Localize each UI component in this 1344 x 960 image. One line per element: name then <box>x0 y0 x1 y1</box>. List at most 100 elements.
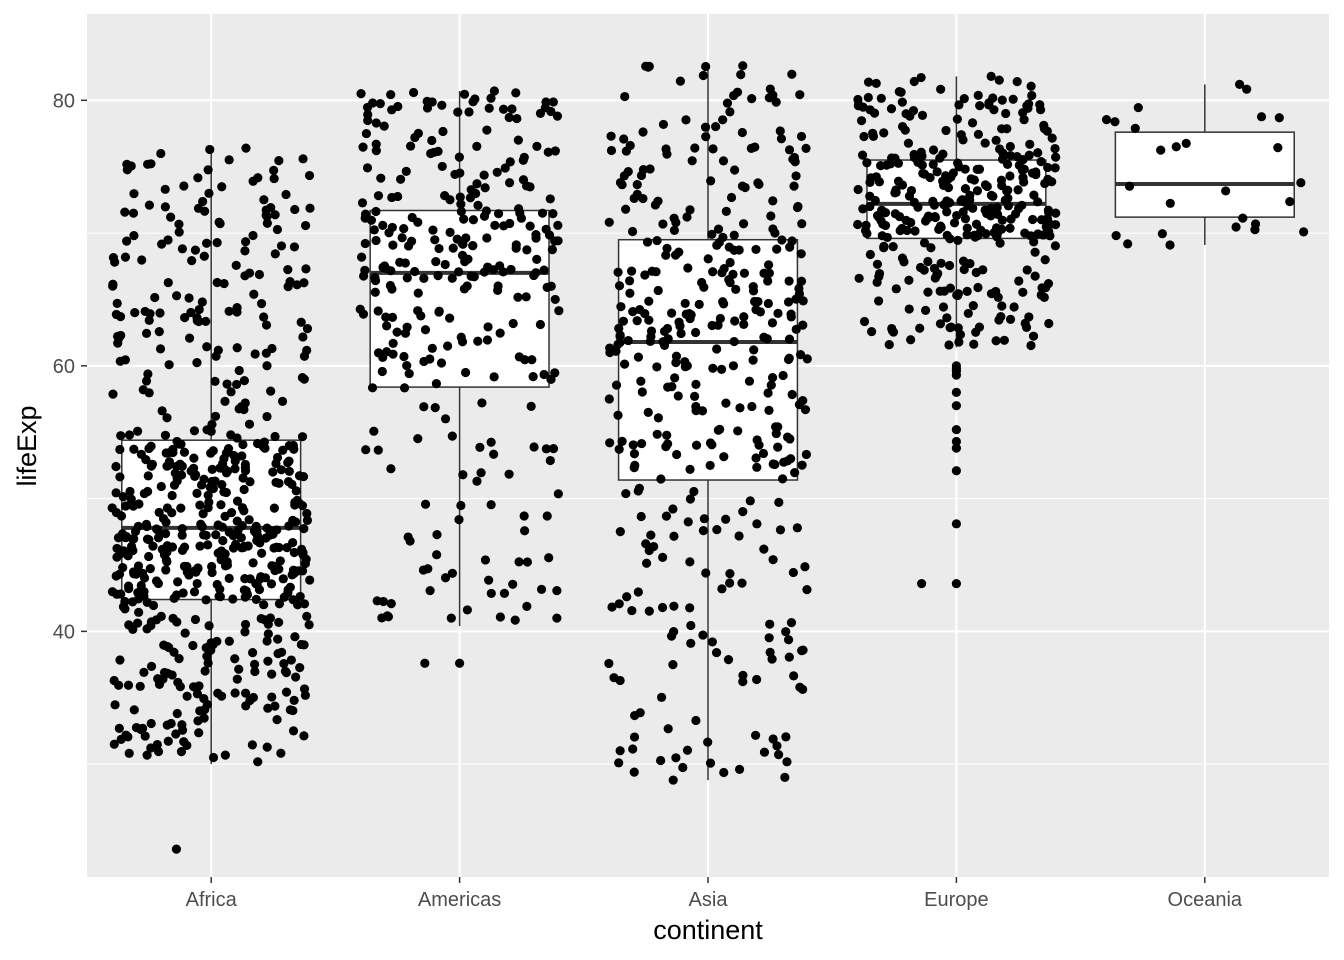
data-point <box>745 496 755 506</box>
data-point <box>123 680 134 690</box>
data-point <box>172 708 182 719</box>
data-point <box>685 313 695 324</box>
data-point <box>662 243 672 254</box>
data-point <box>272 525 282 535</box>
data-point <box>240 619 251 630</box>
data-point <box>972 186 983 196</box>
data-point <box>633 486 643 496</box>
data-point <box>120 207 130 217</box>
data-point <box>1026 81 1036 91</box>
x-tick-label: Oceania <box>1168 889 1243 911</box>
data-point <box>751 453 761 463</box>
data-point <box>238 473 248 483</box>
data-point <box>139 586 149 597</box>
data-point <box>402 361 412 371</box>
data-point <box>259 195 269 205</box>
data-point <box>865 105 875 115</box>
data-point <box>378 220 388 230</box>
data-point <box>204 621 214 631</box>
data-point <box>959 196 969 207</box>
data-point <box>238 439 248 450</box>
data-point <box>789 671 799 681</box>
data-point <box>701 132 711 142</box>
data-point <box>525 221 535 231</box>
data-point <box>942 313 952 323</box>
data-point <box>604 217 614 227</box>
outlier-point <box>951 361 962 371</box>
data-point <box>268 467 278 477</box>
data-point <box>129 444 139 454</box>
data-point <box>472 179 482 189</box>
data-point <box>676 328 686 339</box>
data-point <box>789 152 800 163</box>
data-point <box>888 327 899 337</box>
data-point <box>379 121 389 131</box>
data-point <box>640 308 650 319</box>
data-point <box>636 376 646 386</box>
data-point <box>432 550 442 560</box>
data-point <box>900 125 910 135</box>
data-point <box>269 503 279 513</box>
data-point <box>499 588 510 598</box>
data-point <box>542 511 552 521</box>
data-point <box>120 252 131 262</box>
data-point <box>949 218 960 228</box>
data-point <box>211 351 221 361</box>
data-point <box>1024 150 1034 160</box>
data-point <box>752 462 762 472</box>
data-point <box>620 91 630 102</box>
data-point <box>632 180 642 190</box>
data-point <box>410 266 420 277</box>
data-point <box>917 160 927 170</box>
data-point <box>938 176 948 186</box>
data-point <box>205 482 215 492</box>
data-point <box>1033 197 1043 207</box>
data-point <box>691 440 702 450</box>
data-point <box>455 192 465 202</box>
data-point <box>540 103 550 113</box>
data-point <box>493 281 503 291</box>
data-point <box>992 229 1002 239</box>
data-point <box>476 468 486 478</box>
data-point <box>691 715 701 726</box>
data-point <box>210 376 220 386</box>
data-point <box>512 113 522 124</box>
data-point <box>154 326 164 337</box>
data-point <box>903 138 914 148</box>
data-point <box>386 464 396 474</box>
data-point <box>952 114 962 124</box>
data-point <box>468 241 478 251</box>
data-point <box>267 692 277 702</box>
data-point <box>954 337 964 347</box>
data-point <box>188 640 198 651</box>
data-point <box>413 288 423 298</box>
data-point <box>504 112 514 123</box>
data-point <box>682 212 692 222</box>
data-point <box>454 152 465 162</box>
data-point <box>249 659 260 669</box>
data-point <box>118 492 128 502</box>
data-point <box>762 334 772 344</box>
outlier-point <box>951 436 962 447</box>
data-point <box>638 164 649 175</box>
data-point <box>445 227 455 237</box>
data-point <box>245 477 255 487</box>
data-point <box>744 376 755 386</box>
data-point <box>194 728 204 738</box>
data-point <box>232 516 242 526</box>
data-point <box>886 104 897 114</box>
data-point <box>399 351 409 362</box>
data-point <box>116 549 126 559</box>
data-point <box>652 235 662 246</box>
data-point <box>143 486 153 497</box>
data-point <box>605 438 615 448</box>
data-point <box>730 165 740 175</box>
data-point <box>146 718 156 729</box>
data-point <box>304 620 314 630</box>
data-point <box>434 306 444 316</box>
data-point <box>194 316 204 327</box>
data-point <box>153 533 164 543</box>
data-point <box>773 308 783 318</box>
data-point <box>115 655 125 665</box>
data-point <box>683 517 693 527</box>
